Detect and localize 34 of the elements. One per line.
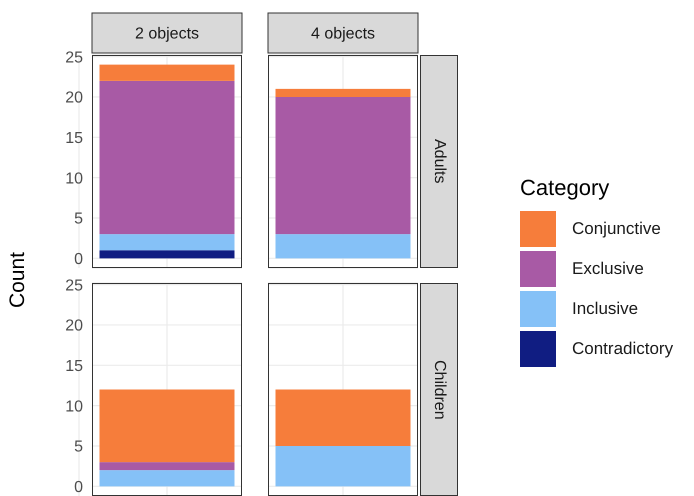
bar: [100, 462, 234, 470]
y-tick-label: 20: [65, 90, 84, 107]
y-tick-label: 0: [74, 479, 84, 496]
y-tick-label: 10: [65, 398, 84, 416]
bar: [276, 88, 410, 97]
y2-axis-title: Children: [430, 360, 448, 420]
legend-label: Conjunctive: [572, 219, 661, 239]
y-tick-label: 5: [74, 438, 84, 456]
bar: [276, 96, 410, 234]
y2-axis-title: Adults: [430, 139, 448, 184]
bar: [276, 446, 410, 486]
y-tick-label: 25: [65, 277, 84, 294]
y-tick-label: 10: [65, 170, 84, 188]
bar: [276, 390, 410, 446]
bar: [100, 64, 234, 81]
legend-label: Contradictory: [572, 339, 674, 359]
y-tick-label: 15: [65, 358, 84, 375]
x-tick-label: 2 objects: [134, 26, 200, 42]
y-tick-label: 20: [65, 318, 84, 335]
legend-label: Inclusive: [572, 299, 638, 319]
bar: [100, 234, 234, 250]
y-axis-title: Count: [6, 252, 30, 308]
bar: [276, 234, 410, 258]
bar: [100, 250, 234, 258]
y-tick-label: 15: [65, 130, 84, 147]
legend-label: Exclusive: [572, 259, 644, 279]
y-tick-label: 5: [74, 210, 84, 228]
bar: [100, 80, 234, 234]
legend-title: Category: [520, 175, 610, 201]
bar: [100, 470, 234, 486]
y-tick-label: 25: [65, 49, 84, 66]
bar: [100, 390, 234, 462]
x-tick-label: 4 objects: [310, 26, 376, 42]
y-tick-label: 0: [74, 251, 84, 268]
